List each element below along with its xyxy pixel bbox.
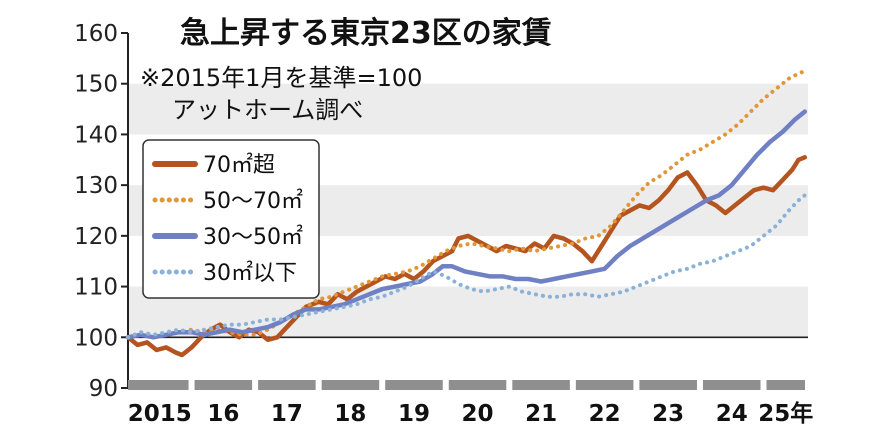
x-axis-segment (702, 380, 761, 390)
legend-label-3: 30㎡以下 (203, 260, 297, 286)
x-tick-label: 24 (716, 401, 748, 427)
x-axis-segment (194, 380, 253, 390)
grid-band-0 (128, 83, 808, 135)
series-line-1 (126, 69, 807, 340)
chart-subtitle-line-2: アットホーム調べ (172, 96, 363, 124)
series-line-0 (125, 155, 808, 358)
x-axis-segment (258, 380, 316, 390)
y-tick-label: 100 (74, 325, 118, 351)
series-line-3 (126, 193, 807, 340)
y-tick-label: 110 (74, 275, 118, 301)
legend-label-1: 50〜70㎡ (203, 188, 303, 214)
chart-subtitle-line-1: ※2015年1月を基準=100 (140, 64, 422, 92)
series-line-2 (125, 109, 808, 340)
x-tick-label: 23 (652, 401, 684, 427)
y-axis: 90 100 110 120 130 140 150 160 (74, 21, 129, 402)
x-axis-segment (512, 380, 570, 390)
x-axis-segment (128, 380, 189, 390)
y-tick-label: 120 (74, 224, 118, 250)
x-axis-segment (639, 380, 697, 390)
x-axis: 2015 16 17 18 19 20 21 22 23 24 25年 (128, 380, 813, 427)
x-axis-segment (575, 380, 634, 390)
legend: 70㎡超 50〜70㎡ 30〜50㎡ 30㎡以下 (142, 139, 320, 299)
legend-label-2: 30〜50㎡ (203, 224, 303, 250)
x-tick-label: 21 (525, 401, 557, 427)
x-axis-segment (385, 380, 443, 390)
x-axis-segment (321, 380, 380, 390)
y-tick-label: 160 (74, 21, 118, 47)
x-tick-label: 22 (589, 401, 621, 427)
x-tick-label: 17 (271, 401, 303, 427)
y-tick-label: 150 (74, 72, 118, 98)
x-tick-label: 25年 (758, 400, 813, 427)
x-tick-label: 2015 (128, 401, 192, 427)
y-tick-label: 130 (74, 173, 118, 199)
x-tick-label: 20 (462, 401, 494, 427)
legend-label-0: 70㎡超 (203, 152, 275, 178)
series-group (125, 69, 808, 358)
x-tick-label: 18 (334, 401, 366, 427)
y-tick-label: 90 (89, 376, 118, 402)
x-axis-segment (766, 380, 805, 390)
legend-box (142, 139, 320, 299)
y-tick-label: 140 (74, 122, 118, 148)
x-tick-label: 16 (207, 401, 239, 427)
x-axis-segment (448, 380, 507, 390)
x-tick-label: 19 (398, 401, 430, 427)
chart-title: 急上昇する東京23区の家賃 (180, 16, 552, 51)
